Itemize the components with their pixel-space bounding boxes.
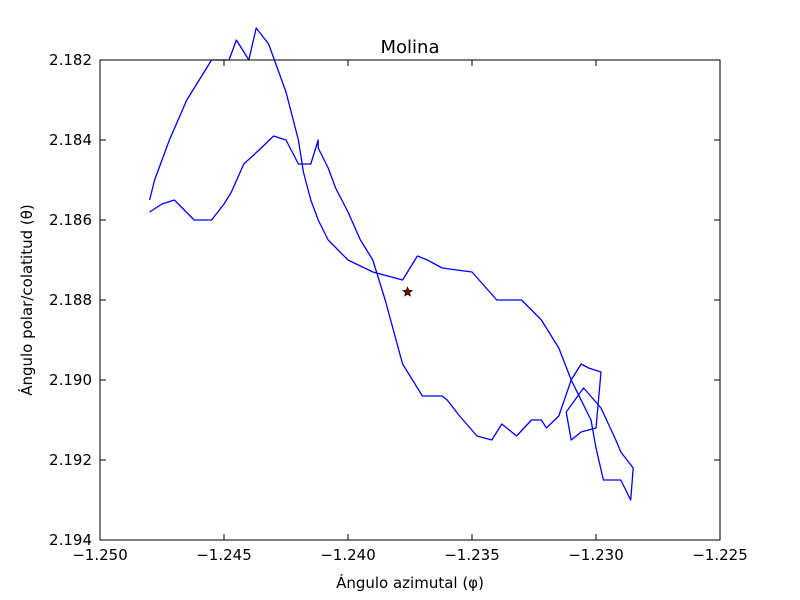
x-tick-label: −1.225 xyxy=(692,546,748,564)
series-layer xyxy=(148,27,634,501)
y-axis-label: Ángulo polar/colatitud (θ) xyxy=(17,204,36,396)
y-tick-label: 2.192 xyxy=(49,451,92,469)
y-tick-label: 2.194 xyxy=(49,531,92,549)
plot-area xyxy=(100,60,720,540)
y-axis: 2.182 2.184 2.186 2.188 2.190 2.192 2.194 xyxy=(49,51,720,549)
x-tick-label: −1.250 xyxy=(72,546,128,564)
y-tick-label: 2.186 xyxy=(49,211,92,229)
y-tick-label: 2.188 xyxy=(49,291,92,309)
x-tick-label: −1.235 xyxy=(444,546,500,564)
y-tick-label: 2.190 xyxy=(49,371,92,389)
y-tick-label: 2.184 xyxy=(49,131,92,149)
y-tick-label: 2.182 xyxy=(49,51,92,69)
x-tick-label: −1.230 xyxy=(568,546,624,564)
x-tick-label: −1.240 xyxy=(320,546,376,564)
marker-layer xyxy=(401,286,414,297)
x-tick-label: −1.245 xyxy=(196,546,252,564)
chart-title: Molina xyxy=(381,37,440,58)
x-axis: −1.250 −1.245 −1.240 −1.235 −1.230 −1.225 xyxy=(72,60,748,564)
center-star-marker xyxy=(401,286,414,297)
boundary-line xyxy=(148,27,634,501)
x-axis-label: Ángulo azimutal (φ) xyxy=(336,573,484,592)
